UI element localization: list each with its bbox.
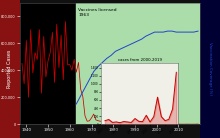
Text: Vaccines licensed
1963: Vaccines licensed 1963 <box>79 8 117 17</box>
Text: Reported Cases: Reported Cases <box>7 50 12 88</box>
Text: Vaccination Coverage (%): Vaccination Coverage (%) <box>208 43 212 95</box>
Bar <box>76 3 205 124</box>
Title: cases from 2000-2019: cases from 2000-2019 <box>118 58 162 62</box>
